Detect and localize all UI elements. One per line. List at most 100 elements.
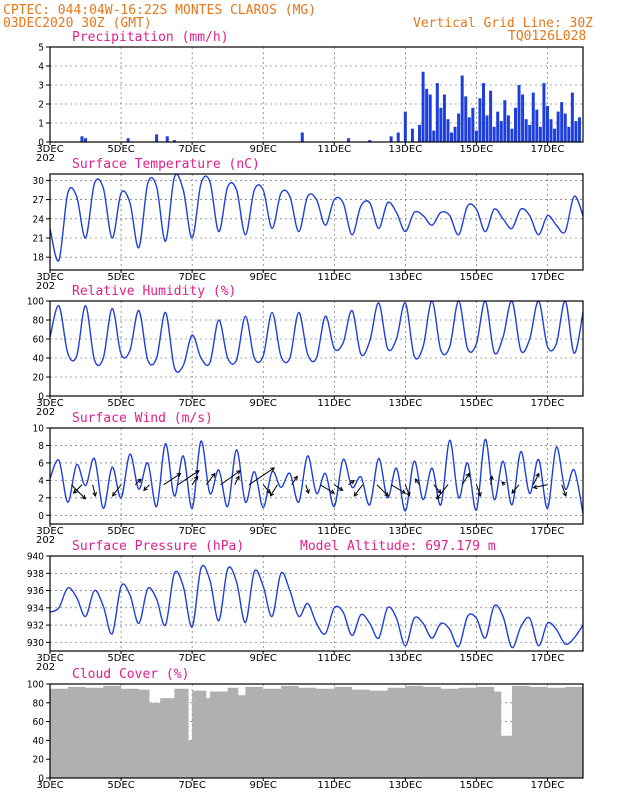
wind-ytick-label: 2 [38,493,44,504]
precip-xtick-label: 9DEC [250,144,277,155]
wind-xtick-label: 5DEC [107,526,134,537]
wind-vector-arrow [143,484,150,492]
precip-bar [570,92,574,142]
precip-bar [538,126,542,142]
rh-year-fragment: 202 [36,407,55,418]
wind-year-fragment: 202 [36,535,55,546]
cloud-ytick-label: 80 [33,698,45,709]
header-station: CPTEC: 044:04W-16:22S MONTES CLAROS (MG) [3,3,316,18]
wind-vector-arrow [220,470,242,486]
precip-bar [389,136,393,142]
rh-xtick-label: 15DEC [460,398,494,409]
temp-xtick-label: 7DEC [178,272,205,283]
precip-bar [428,94,432,142]
cloud-xtick-label: 9DEC [250,780,277,791]
wind-ytick-label: 0 [38,511,44,522]
precip-bar [524,119,528,142]
wind-ytick-label: 8 [38,441,44,452]
precip-bar [446,119,450,142]
wind-vector-arrow [414,478,420,486]
temp-frame [49,173,584,271]
precip-xtick-label: 5DEC [107,144,134,155]
precip-title: Precipitation (mm/h) [72,30,229,45]
pres-year-fragment: 202 [36,662,55,673]
precip-bar [510,128,514,142]
precip-bar [172,140,176,142]
cloud-ytick-label: 60 [33,717,45,728]
cloud-xtick-label: 13DEC [388,780,422,791]
wind-xtick-label: 15DEC [460,526,494,537]
pres-xtick-label: 7DEC [178,653,205,664]
pres-xtick-label: 15DEC [460,653,494,664]
wind-ytick-label: 4 [38,476,44,487]
precip-bar [432,130,436,142]
wind-xtick-label: 3DEC [36,526,63,537]
precip-bar [542,83,546,142]
rh-xtick-label: 9DEC [250,398,277,409]
precip-bar [460,75,464,142]
precip-ytick-label: 5 [38,43,44,54]
precip-bar [506,115,510,142]
precip-bar [300,132,304,142]
wind-vector-arrow [305,484,310,495]
rh-xtick-label: 17DEC [531,398,565,409]
temp-xtick-label: 3DEC [36,272,63,283]
precip-bar [155,134,159,142]
wind-vector-arrow [348,479,355,486]
cloud-xtick-label: 3DEC [36,780,63,791]
wind-xtick-label: 17DEC [531,526,565,537]
rh-ytick-label: 20 [33,373,45,384]
precip-bar [521,94,525,142]
rh-series-line [49,300,584,373]
wind-vector-arrow [177,470,200,486]
temp-xtick-label: 11DEC [317,272,351,283]
rh-ytick-label: 0 [38,392,44,403]
precip-bar [577,117,581,142]
temp-ytick-label: 24 [33,214,45,225]
precip-bar [165,136,169,142]
precip-bar [556,111,560,142]
precip-bar [450,132,454,142]
precip-bar [528,124,532,142]
temp-xtick-label: 5DEC [107,272,134,283]
precip-bar [453,126,457,142]
precip-bar [499,121,503,142]
wind-vector-arrow [390,484,407,494]
temp-year-fragment: 202 [36,281,55,292]
wind-vector-arrow [532,472,540,485]
precip-ytick-label: 1 [38,119,44,130]
wind-xtick-label: 7DEC [178,526,205,537]
rh-title: Relative Humidity (%) [72,284,236,299]
cloud-ytick-label: 100 [27,680,44,691]
wind-ytick-label: 6 [38,458,44,469]
pres-xtick-label: 13DEC [388,653,422,664]
precip-bar [418,124,422,142]
precip-bar [84,138,88,142]
precip-bar [474,130,478,142]
temp-ytick-label: 30 [33,176,45,187]
wind-ytick-label: 10 [33,424,45,435]
wind-vector-arrow [461,472,470,485]
wind-vector-arrow [333,484,344,491]
humidity-panel: 0 20 40 60 80 100 Relative Humidity (%) 3DEC 5DE… [27,284,584,418]
rh-xtick-label: 7DEC [178,398,205,409]
wind-vector-arrow [561,484,567,497]
precip-bar [457,113,461,142]
wind-panel: 0 2 4 6 8 10 Surface Wind (m/s) 3DEC 5DEC 7DEC 9DE… [33,411,584,546]
wind-vector-arrow [475,484,482,497]
wind-vector-arrow [134,478,142,486]
precip-bar [403,111,407,142]
wind-vector-arrow [70,484,87,500]
cloud-cover-panel: 0 20 40 60 80 100 Cloud Cover (%) 3DEC 5DEC 7DEC 9… [27,667,584,791]
precip-bar [531,92,535,142]
rh-xtick-label: 13DEC [388,398,422,409]
temp-ytick-label: 18 [33,253,45,264]
temp-xtick-label: 9DEC [250,272,277,283]
cloud-ytick-label: 0 [38,774,44,785]
wind-vector-arrow [163,472,182,486]
precip-xtick-label: 7DEC [178,144,205,155]
wind-vector-arrow [234,475,240,485]
pres-xtick-label: 17DEC [531,653,565,664]
pres-series-line [49,564,584,649]
